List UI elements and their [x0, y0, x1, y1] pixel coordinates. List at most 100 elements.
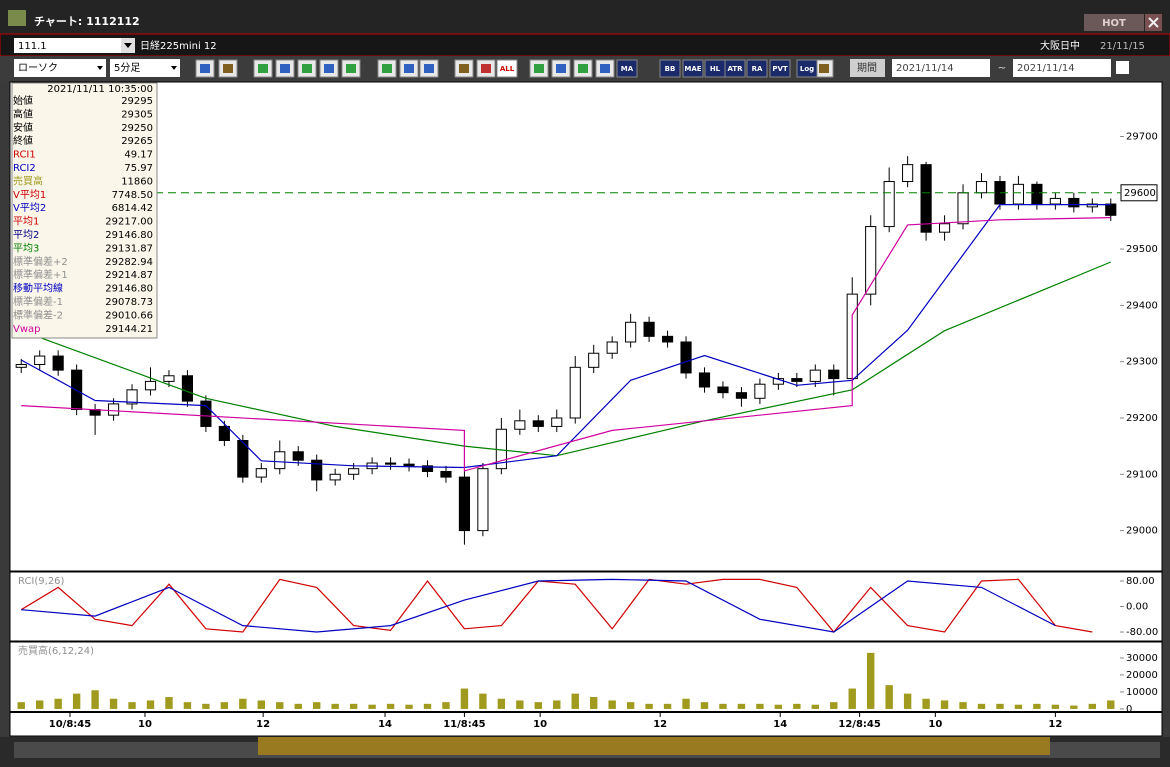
candle-body — [883, 181, 895, 228]
info-label: 始値 — [13, 94, 33, 107]
x-tick-label: 14 — [773, 719, 787, 730]
info-label: 高値 — [13, 107, 33, 120]
x-tick-label: 12 — [653, 719, 667, 730]
tool-button[interactable] — [746, 59, 768, 78]
info-label: RCI1 — [13, 150, 36, 161]
tool-button[interactable] — [659, 59, 681, 78]
volume-bar — [294, 703, 302, 709]
date: 21/11/15 — [1100, 41, 1145, 52]
toolbar-icons: ALL MA BB MAE HL ATR RA PVT Log — [195, 59, 834, 78]
current-price-label: 29600 — [1124, 188, 1156, 199]
candle-body — [735, 392, 748, 399]
info-value: 29010.66 — [105, 310, 153, 321]
volume-bar — [54, 698, 62, 709]
tool-icon-glyph — [556, 64, 566, 73]
candle-body — [107, 403, 120, 416]
y-tick-label: 0.00 — [1126, 602, 1148, 613]
date-from-box[interactable] — [892, 59, 990, 77]
volume-bar — [1051, 704, 1060, 709]
candle-body — [754, 383, 766, 399]
candle-body — [957, 192, 969, 225]
candle-body — [329, 473, 341, 481]
volume-bar — [479, 693, 487, 709]
tool-button[interactable] — [796, 59, 818, 78]
date-to-box[interactable] — [1013, 59, 1111, 77]
period-button[interactable] — [850, 59, 885, 77]
market: 大阪日中 — [1040, 39, 1080, 52]
window-title: チャート: 1112112 — [34, 15, 140, 28]
info-value: 29078.73 — [105, 297, 153, 308]
candle-body — [1105, 203, 1117, 216]
tool-icon-glyph — [404, 64, 414, 73]
tool-icon-glyph — [346, 64, 356, 73]
info-label: 標準偏差-1 — [13, 295, 63, 308]
panel-title: RCI(9,26) — [18, 576, 65, 587]
volume-bar — [867, 652, 875, 709]
panel-title: 売買高(6,12,24) — [18, 644, 94, 657]
info-label: 標準偏差+2 — [13, 255, 68, 268]
volume-bar — [700, 702, 709, 709]
volume-bar — [940, 700, 949, 709]
tool-button[interactable] — [769, 59, 791, 78]
plots: 29000 29100 29200 29300 29400 29500 29600 29700… — [10, 131, 1162, 730]
interval-select[interactable] — [110, 59, 180, 77]
volume-bar — [239, 698, 247, 709]
info-value: 6814.42 — [112, 203, 153, 214]
volume-bar — [996, 703, 1004, 709]
series-line — [21, 578, 1056, 633]
info-label: 移動平均線 — [13, 282, 63, 295]
candle-body — [569, 366, 581, 419]
volume-bar — [405, 704, 413, 709]
tool-icon-glyph — [302, 64, 312, 73]
volume-bar — [590, 697, 598, 709]
candle-body — [292, 451, 304, 461]
close-icon — [1148, 17, 1159, 28]
info-value: 75.97 — [124, 163, 153, 174]
code-box[interactable] — [14, 38, 122, 53]
y-tick-label: 29500 — [1126, 244, 1158, 255]
style-select[interactable] — [14, 59, 106, 77]
hot-label: HOT — [1102, 18, 1126, 29]
y-tick-label: 29300 — [1126, 357, 1158, 368]
volume-bar — [165, 697, 173, 709]
tool-button[interactable] — [496, 59, 518, 78]
volume-bar — [848, 688, 856, 709]
info-label: 標準偏差-2 — [13, 308, 63, 321]
y-tick-label: 29100 — [1126, 469, 1158, 480]
tool-button[interactable] — [682, 59, 704, 78]
info-label: 平均1 — [13, 216, 39, 228]
volume-bar — [109, 698, 118, 709]
volume-bar — [645, 703, 653, 709]
info-value: 49.17 — [124, 150, 153, 161]
info-label: 標準偏差+1 — [13, 268, 68, 281]
candle-body — [458, 476, 471, 532]
scroll-thumb[interactable] — [258, 737, 1050, 755]
info-label: RCI2 — [13, 163, 36, 174]
volume-bar — [830, 702, 838, 709]
info-value: 7748.50 — [112, 190, 153, 201]
tool-button[interactable] — [724, 59, 746, 78]
candle-body — [237, 440, 249, 478]
volume-bar — [91, 690, 99, 709]
candle-body — [717, 386, 729, 394]
volume-bar — [608, 700, 616, 709]
candle-body — [1031, 183, 1043, 205]
volume-bar — [257, 700, 265, 709]
checkbox[interactable] — [1116, 61, 1129, 74]
tool-button[interactable] — [616, 59, 638, 78]
volume-bar — [737, 703, 746, 709]
tool-button-label: BB — [665, 65, 676, 73]
volume-bar — [663, 703, 672, 709]
hot-button[interactable] — [1084, 14, 1144, 31]
tool-icon-glyph — [600, 64, 610, 73]
volume-bar — [128, 702, 136, 709]
volume-bar — [626, 702, 635, 709]
volume-bar — [1014, 704, 1023, 709]
info-value: 29282.94 — [105, 257, 153, 268]
series-line — [20, 578, 1093, 633]
tool-icon-glyph — [424, 64, 434, 73]
series-line — [21, 217, 1111, 472]
volume-bar — [922, 698, 930, 709]
